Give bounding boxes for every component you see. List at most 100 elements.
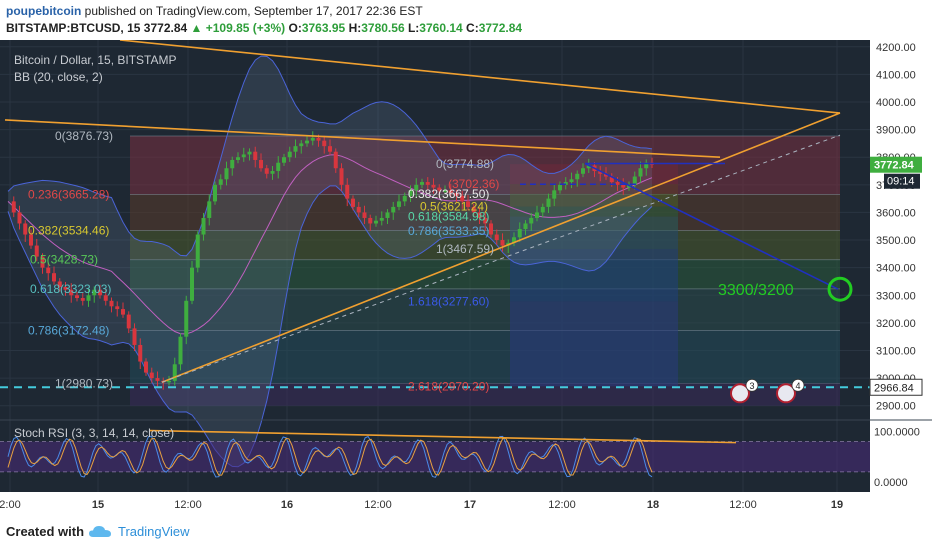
- candles: [11, 131, 654, 390]
- event-count: 3: [749, 381, 754, 391]
- candle-body: [586, 165, 591, 169]
- series-legend: Bitcoin / Dollar, 15, BITSTAMP: [14, 53, 177, 67]
- symbol-label: BITSTAMP:BTCUSD, 15: [6, 21, 141, 35]
- candle-body: [224, 168, 229, 180]
- stoch-tick-label: 0.0000: [874, 477, 908, 489]
- candle-body: [540, 206, 545, 213]
- fib-zone-right: [510, 206, 678, 217]
- event-count-badge: [745, 378, 759, 392]
- stoch-band: [0, 441, 870, 472]
- price-tick-label: 3300.00: [876, 290, 916, 302]
- time-tick-label: 18: [647, 499, 659, 511]
- tradingview-cloud-icon: [89, 526, 111, 537]
- candle-body: [172, 364, 177, 381]
- price-change: ▲ +109.85 (+3%): [190, 21, 286, 35]
- candle-body: [316, 137, 321, 141]
- candle-body: [75, 295, 79, 299]
- dashed-trendline: [161, 134, 841, 383]
- projection-line: [584, 162, 839, 290]
- fib-label-right: 0.5(3621.24): [420, 200, 488, 214]
- candle-body: [448, 190, 453, 194]
- candle-body: [264, 168, 269, 174]
- candle-body: [563, 182, 568, 185]
- fib-zone-left: [130, 383, 840, 406]
- candle-body: [247, 151, 252, 155]
- candle-body: [305, 140, 309, 144]
- drawings[interactable]: 3300/3200 3 4: [0, 40, 870, 404]
- candle-body: [52, 273, 56, 282]
- event-flag-icon: [776, 383, 796, 404]
- created-with-label: Created with: [6, 524, 85, 539]
- candle-body: [149, 372, 154, 379]
- high-label: H:: [348, 21, 362, 35]
- candle-body: [529, 217, 534, 224]
- candle-body: [517, 229, 522, 238]
- candle-body: [144, 361, 148, 373]
- candle-body: [604, 173, 608, 177]
- price-tick-label: 3200.00: [876, 318, 916, 330]
- candle-body: [276, 162, 281, 172]
- candle-body: [535, 212, 539, 218]
- candle-body: [299, 143, 304, 147]
- candle-body: [333, 151, 338, 169]
- candle-body: [11, 201, 16, 213]
- candle-body: [489, 223, 493, 235]
- fib-label-left: 0.382(3534.46): [28, 224, 109, 238]
- candle-body: [207, 201, 212, 218]
- fib-label-right: 0.618(3584.98): [408, 210, 489, 224]
- price-tick-label: 4100.00: [876, 69, 916, 81]
- candle-body: [213, 184, 217, 202]
- fib-zone-right: [510, 184, 678, 194]
- candle-body: [80, 298, 85, 301]
- candle-body: [437, 187, 442, 191]
- bb-upper: [7, 55, 653, 257]
- event-count: 4: [795, 381, 800, 391]
- fib-zone-left: [130, 330, 840, 384]
- publish-info: poupebitcoin published on TradingView.co…: [6, 4, 423, 18]
- tradingview-brand[interactable]: TradingView: [118, 524, 190, 539]
- upper-trendline: [119, 40, 841, 114]
- author-name[interactable]: poupebitcoin: [6, 4, 82, 18]
- candle-body: [109, 300, 114, 307]
- candle-body: [575, 173, 580, 180]
- fib-label-right: 0.382(3667.50): [408, 187, 489, 201]
- target-label: 3300/3200: [718, 282, 794, 299]
- candle-body: [483, 217, 488, 224]
- candle-body: [287, 151, 292, 158]
- candle-body: [379, 217, 384, 221]
- candle-body: [167, 380, 171, 383]
- candle-body: [259, 159, 263, 169]
- fib-label-left: 0.236(3665.28): [28, 187, 109, 201]
- candle-body: [356, 206, 361, 213]
- candle-body: [23, 223, 28, 235]
- candle-body: [471, 206, 476, 213]
- candle-body: [351, 198, 355, 207]
- time-tick-label: 12:00: [729, 499, 757, 511]
- footer: Created with TradingView: [0, 514, 932, 550]
- candle-body: [270, 171, 275, 174]
- support-price-badge: [869, 378, 923, 396]
- candle-body: [230, 159, 235, 169]
- candle-body: [29, 234, 33, 246]
- target-circle: [827, 276, 853, 302]
- fib-label-left: 0(3876.73): [55, 129, 113, 143]
- candle-body: [132, 328, 137, 345]
- candle-body: [241, 154, 246, 158]
- candle-body: [138, 344, 143, 362]
- time-tick-label: 17: [464, 499, 476, 511]
- candle-body: [184, 300, 189, 337]
- candle-body: [86, 295, 91, 301]
- support-price-badge-text: 2966.84: [874, 382, 914, 394]
- price-tick-label: 4000.00: [876, 97, 916, 109]
- candle-body: [103, 295, 108, 301]
- fib-label-right: 0(3774.88): [436, 157, 494, 171]
- ohlc-info: BITSTAMP:BTCUSD, 15 3772.84 ▲ +109.85 (+…: [6, 21, 522, 35]
- price-chart[interactable]: 3300/3200 3 4 0(3876.73) 0.236(3665.28) 0.38…: [0, 40, 932, 514]
- candle-body: [621, 184, 626, 188]
- close-label: C:: [466, 21, 479, 35]
- fib-label-right: 1(3467.59): [436, 242, 494, 256]
- candle-body: [644, 162, 649, 169]
- price-tick-label: 3900.00: [876, 125, 916, 137]
- candle-body: [155, 378, 160, 381]
- time-tick-label: 12:00: [174, 499, 202, 511]
